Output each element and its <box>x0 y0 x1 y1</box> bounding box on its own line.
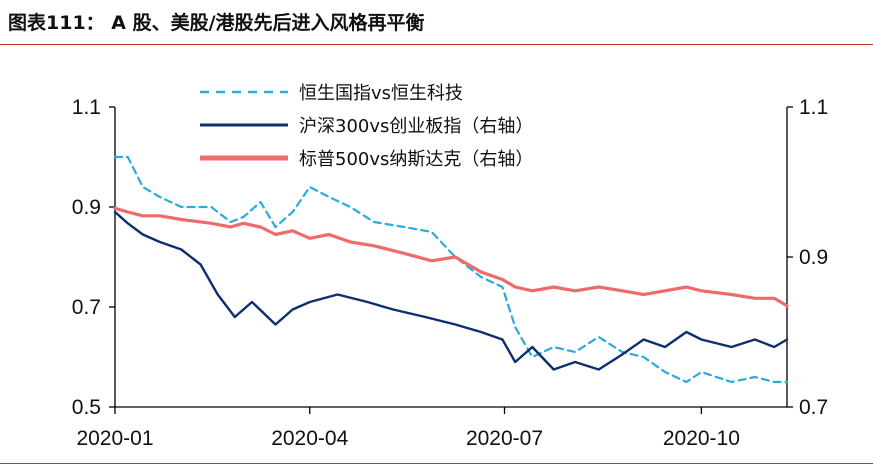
series-layer <box>113 155 789 384</box>
series-line-0 <box>113 155 789 384</box>
y-right-tick-label: 0.7 <box>799 396 828 419</box>
x-tick-label: 2020-10 <box>663 427 740 450</box>
chart-title: 图表111： A 股、美股/港股先后进入风格再平衡 <box>8 12 425 34</box>
y-left-tick-label: 0.5 <box>72 396 101 419</box>
y-left-tick-label: 0.9 <box>72 196 101 219</box>
title-divider <box>0 44 873 45</box>
y-left-tick-label: 1.1 <box>72 96 101 119</box>
x-tick-label: 2020-01 <box>76 427 153 450</box>
y-right-tick-label: 1.1 <box>799 96 828 119</box>
legend-label-1: 沪深300vs创业板指（右轴） <box>299 116 533 137</box>
bottom-divider <box>0 463 873 464</box>
axes: 1.1 0.9 0.7 0.5 1.1 0.9 0.7 2020-01 2020-04 2020-… <box>72 96 828 450</box>
y-left-tick-label: 0.7 <box>72 296 101 319</box>
x-tick-label: 2020-07 <box>466 427 543 450</box>
series-line-2 <box>113 206 789 308</box>
series-line-1 <box>113 210 789 371</box>
legend-label-0: 恒生国指vs恒生科技 <box>299 83 463 104</box>
legend-label-2: 标普500vs纳斯达克（右轴） <box>299 149 533 170</box>
y-right-tick-label: 0.9 <box>799 246 828 269</box>
x-tick-label: 2020-04 <box>271 427 348 450</box>
